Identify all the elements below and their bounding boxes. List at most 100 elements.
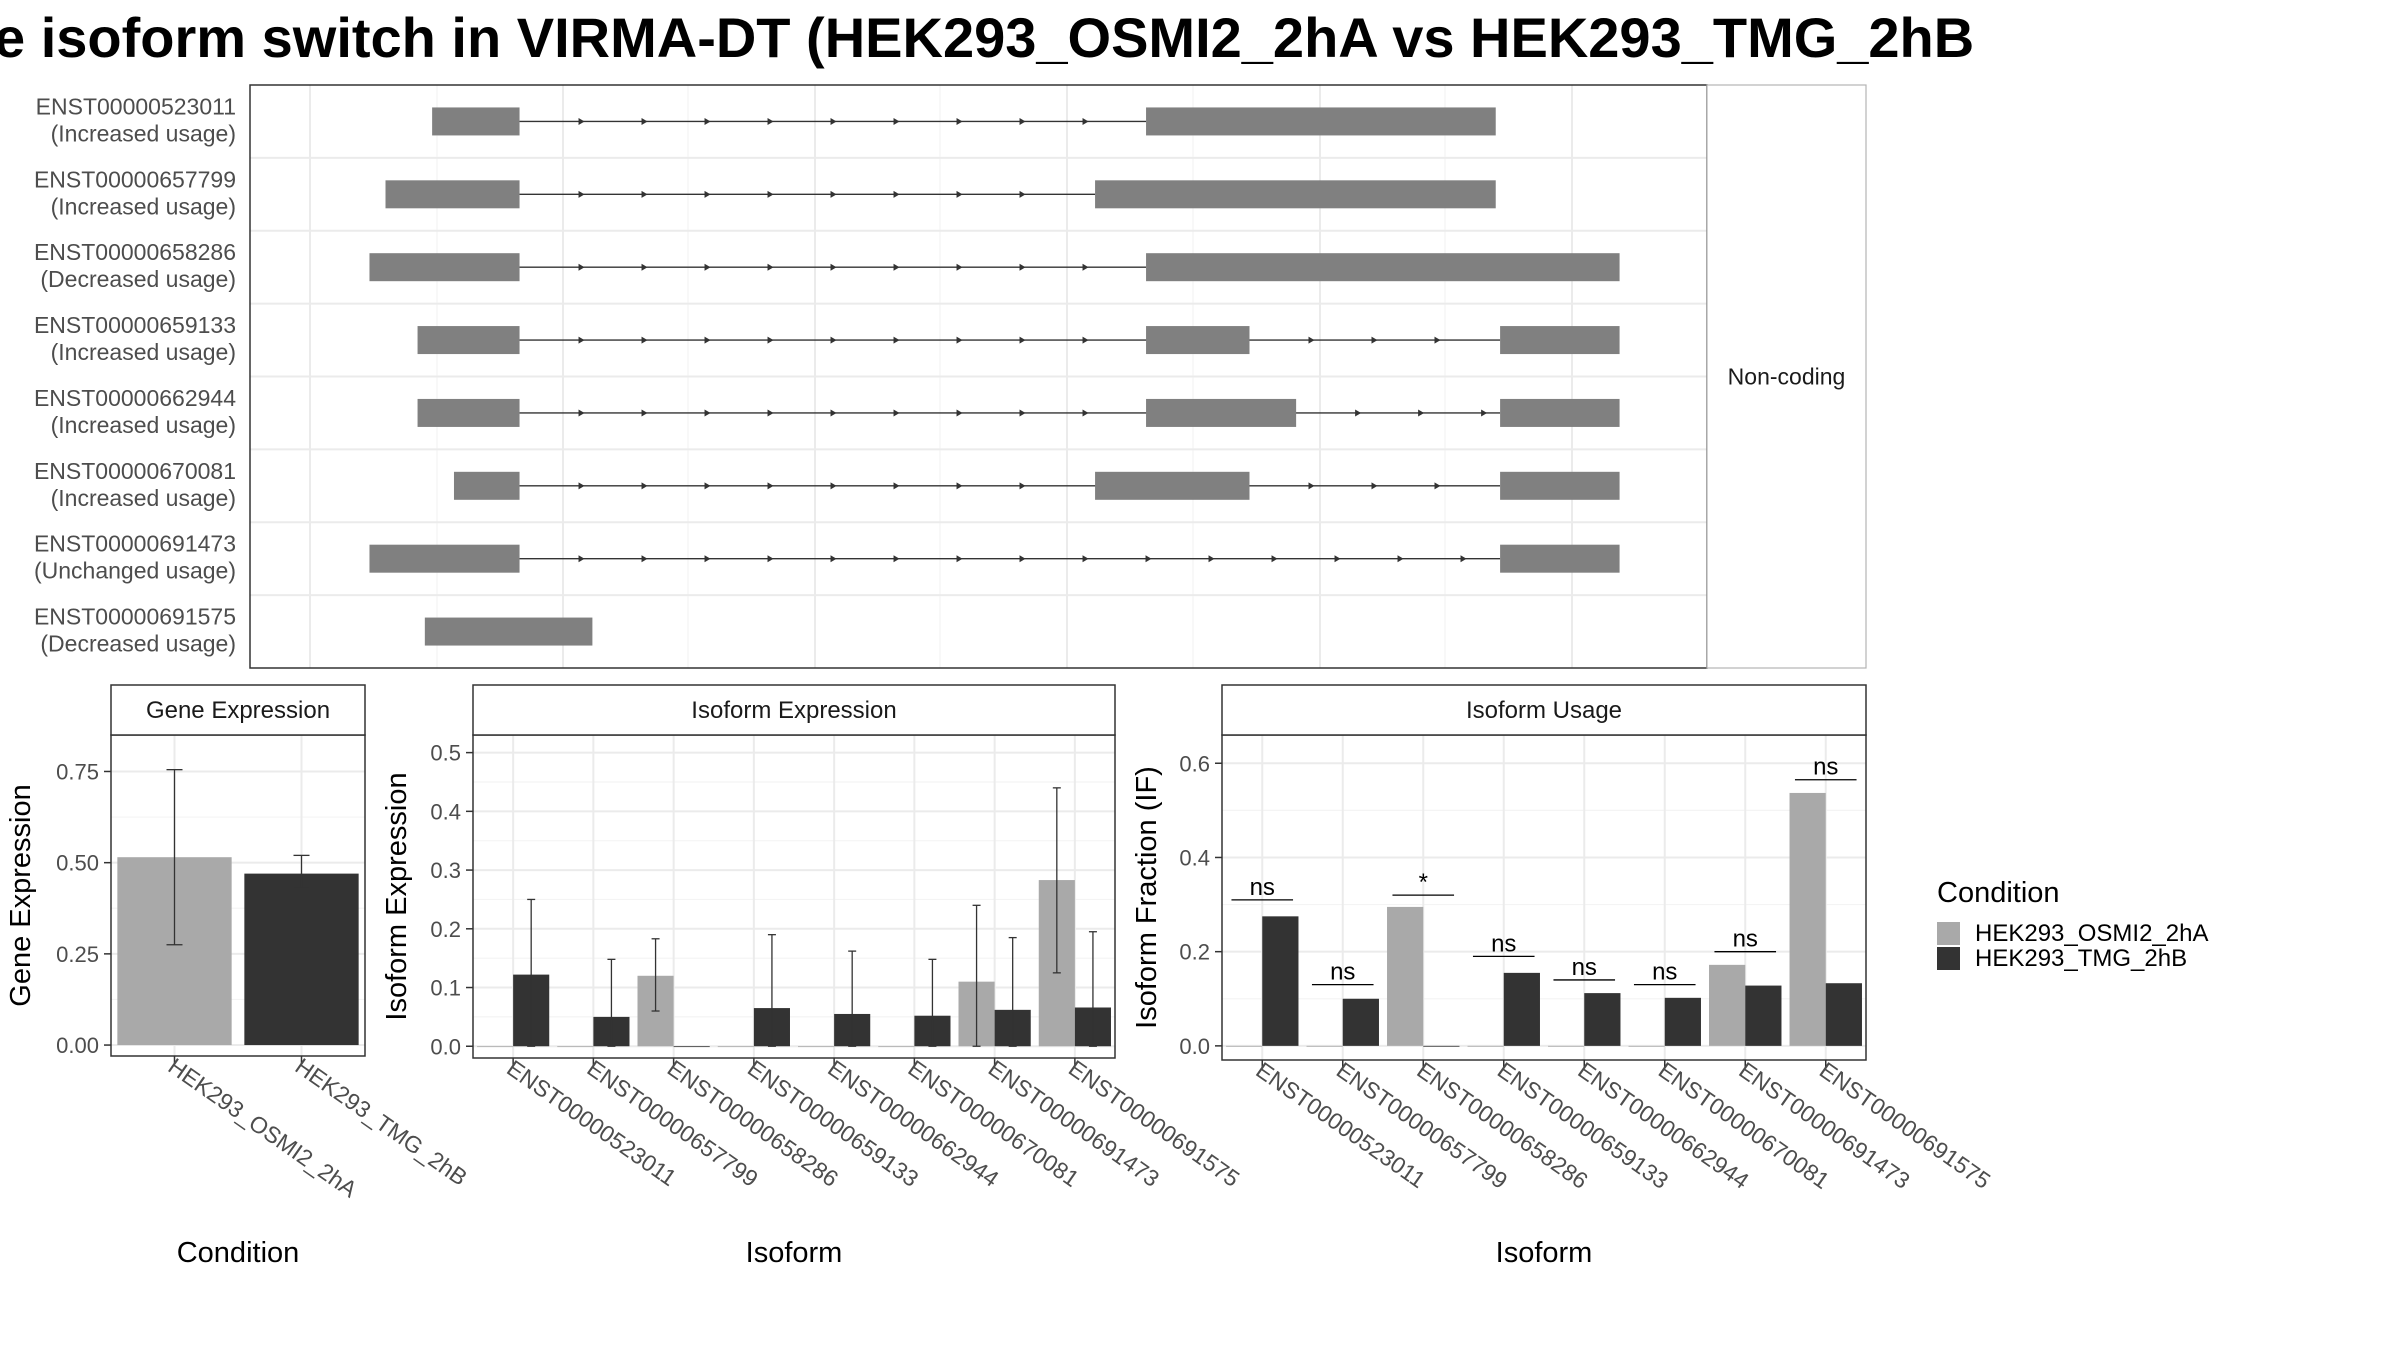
intron-arrow: [578, 555, 585, 563]
intron-arrow: [578, 482, 585, 490]
intron-arrow: [1334, 555, 1341, 563]
intron-arrow: [767, 482, 774, 490]
legend-swatch: [1937, 947, 1960, 970]
bar: [717, 1046, 754, 1048]
bar: [1548, 1045, 1585, 1047]
intron-arrow: [641, 555, 648, 563]
intron-arrow: [893, 409, 900, 417]
y-tick-label: 0.4: [1179, 845, 1210, 870]
significance-label: ns: [1250, 874, 1275, 901]
y-tick-label: 0.00: [56, 1033, 99, 1058]
legend-entry: HEK293_TMG_2hB: [1975, 945, 2187, 972]
bar: [557, 1046, 594, 1048]
bar: [673, 1046, 710, 1048]
y-axis-title: Gene Expression: [5, 784, 37, 1006]
significance-label: ns: [1330, 959, 1355, 986]
strip-title: Isoform Usage: [1466, 697, 1622, 724]
plot-area: [473, 735, 1115, 1058]
intron-arrow: [1019, 190, 1026, 198]
significance-label: *: [1419, 869, 1428, 896]
isoform-usage-label: (Increased usage): [51, 120, 236, 146]
intron-arrow: [1019, 117, 1026, 125]
intron-arrow: [767, 117, 774, 125]
intron-arrow: [578, 263, 585, 271]
legend-swatch: [1937, 922, 1960, 945]
legend-entry: HEK293_OSMI2_2hA: [1975, 920, 2208, 947]
legend-title: Condition: [1937, 877, 2060, 909]
isoform-usage-panel: 0.0 0.2 0.4 0.6 ns ns * ns ns ns ns ns Isoform Usage…: [1131, 684, 1995, 1269]
significance-label: ns: [1491, 930, 1516, 957]
x-axis-title: Isoform: [1496, 1237, 1593, 1269]
y-tick-label: 0.0: [430, 1034, 461, 1059]
intron-arrow: [830, 555, 837, 563]
intron-arrow: [956, 190, 963, 198]
exon-block: [453, 471, 520, 500]
intron-arrow: [830, 482, 837, 490]
bar: [1262, 916, 1299, 1046]
exon-block: [1500, 326, 1620, 355]
intron-arrow: [830, 117, 837, 125]
intron-arrow: [1308, 336, 1315, 344]
bar: [1664, 997, 1701, 1046]
bar: [1423, 1045, 1460, 1047]
intron-arrow: [893, 190, 900, 198]
bar: [1306, 1045, 1343, 1047]
bar: [1709, 964, 1746, 1046]
exon-block: [417, 398, 520, 427]
intron-arrow: [1082, 555, 1089, 563]
intron-arrow: [956, 482, 963, 490]
isoform-id-label: ENST00000659133: [34, 312, 236, 338]
exon-block: [1500, 544, 1620, 573]
bar: [477, 1046, 514, 1048]
intron-arrow: [830, 190, 837, 198]
exon-block: [424, 617, 593, 646]
exon-block: [1095, 180, 1496, 209]
bar: [1342, 998, 1379, 1046]
isoform-usage-label: (Decreased usage): [40, 631, 236, 657]
transcript-structure-panel: ENST00000523011(Increased usage)ENST0000…: [34, 84, 1867, 669]
bar: [1467, 1045, 1504, 1047]
strip: [472, 684, 1116, 736]
intron-arrow: [704, 482, 711, 490]
intron-arrow: [1481, 409, 1488, 417]
intron-arrow: [1308, 482, 1315, 490]
intron-arrow: [1271, 555, 1278, 563]
exon-block: [1146, 398, 1297, 427]
intron-arrow: [1019, 482, 1026, 490]
significance-label: ns: [1733, 926, 1758, 953]
intron-arrow: [641, 190, 648, 198]
non-coding-label: Non-coding: [1728, 364, 1846, 390]
intron-arrow: [1082, 117, 1089, 125]
intron-arrow: [641, 482, 648, 490]
significance-label: ns: [1652, 959, 1677, 986]
bar: [1789, 792, 1826, 1046]
intron-arrow: [767, 409, 774, 417]
intron-arrow: [704, 263, 711, 271]
intron-arrow: [767, 190, 774, 198]
y-axis-title: Isoform Expression: [381, 772, 413, 1020]
intron-arrow: [1371, 336, 1378, 344]
intron-arrow: [1434, 336, 1441, 344]
y-tick-label: 0.2: [1179, 940, 1210, 965]
y-tick-label: 0.2: [430, 917, 461, 942]
isoform-id-label: ENST00000691473: [34, 531, 236, 557]
strip-title: Gene Expression: [146, 697, 330, 724]
intron-arrow: [704, 555, 711, 563]
intron-arrow: [893, 482, 900, 490]
intron-arrow: [1434, 482, 1441, 490]
y-tick-label: 0.0: [1179, 1034, 1210, 1059]
y-tick-label: 0.50: [56, 851, 99, 876]
exon-block: [417, 326, 520, 355]
intron-arrow: [1418, 409, 1425, 417]
isoform-id-label: ENST00000691575: [34, 604, 236, 630]
intron-arrow: [1145, 555, 1152, 563]
intron-arrow: [578, 336, 585, 344]
bar: [1825, 983, 1862, 1046]
exon-block: [1146, 253, 1620, 282]
bar: [1387, 906, 1424, 1046]
exon-block: [432, 107, 520, 136]
intron-arrow: [1460, 555, 1467, 563]
strip: [110, 684, 366, 736]
